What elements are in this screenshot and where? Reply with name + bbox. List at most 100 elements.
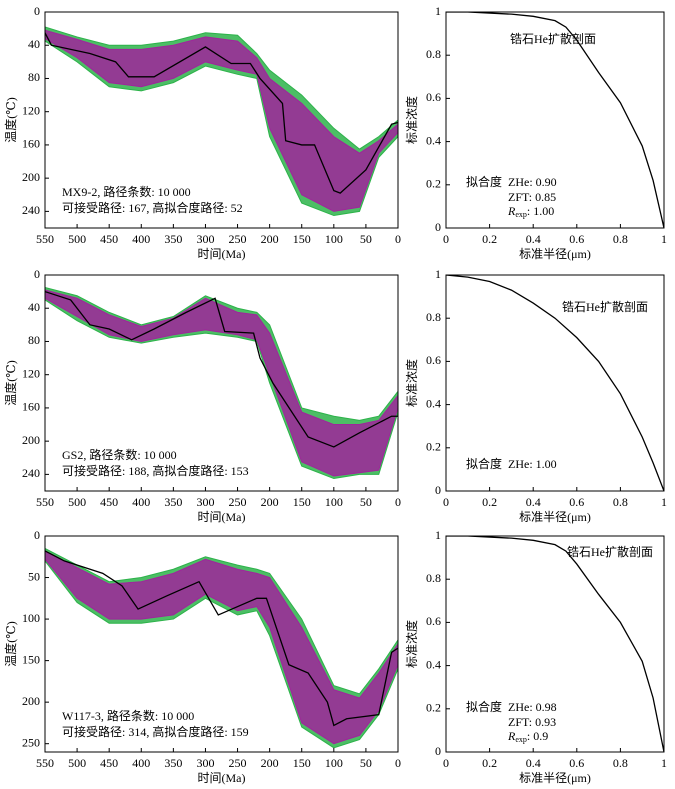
annotation: MX9-2, 路径条数: 10 000 [62,184,191,199]
x-tick-label: 100 [325,232,343,246]
plot-area [45,26,398,217]
fit-rexp: Rexp: 1.00 [507,204,554,219]
x-tick-label: 0 [443,495,449,509]
best-fit-line [446,12,664,228]
x-tick-label: 300 [196,232,214,246]
annotation: 可接受路径: 167, 高拟合度路径: 52 [62,200,243,215]
fit-value: ZFT: 0.93 [508,715,556,729]
x-axis-label: 时间(Ma) [198,510,246,524]
y-tick-label: 0.6 [426,614,441,628]
plot-area [446,12,664,228]
y-tick-label: 0.4 [426,133,441,147]
y-tick-label: 0.2 [426,701,441,715]
x-tick-label: 0.6 [569,232,584,246]
x-tick-label: 0 [395,756,401,770]
x-tick-label: 400 [132,756,150,770]
rexp-value: : 1.00 [527,204,554,218]
x-tick-label: 0.8 [613,756,628,770]
y-tick-label: 1 [435,4,441,18]
x-tick-label: 450 [100,756,118,770]
y-tick-label: 0 [34,4,40,18]
x-tick-label: 350 [164,756,182,770]
y-tick-label: 120 [22,366,40,380]
plot-frame [445,11,665,229]
plot-frame [44,11,399,229]
x-axis-label: 时间(Ma) [198,771,246,785]
path-envelope [45,550,398,745]
x-tick-label: 0.4 [526,495,541,509]
y-tick-label: 1 [435,528,441,542]
fit-value: ZHe: 0.98 [508,700,557,714]
x-tick-label: 1 [661,495,667,509]
x-tick-label: 200 [261,232,279,246]
x-tick-label: 0.6 [569,756,584,770]
plot-frame [445,274,665,492]
diffusion-profile-chart: 0 0.2 0.4 0.6 0.8 1 0 0.2 0.4 0.6 0.8 1 标准半径(μm) 标准浓度… [404,267,667,524]
path-envelope [45,289,398,477]
x-tick-label: 250 [229,232,247,246]
x-axis-label: 标准半径(μm) [519,510,591,524]
y-tick-label: 0.6 [426,353,441,367]
rexp-symbol: R [507,729,516,743]
x-axis-label: 标准半径(μm) [519,247,591,261]
plot-frame [445,535,665,753]
y-tick-label: 0.8 [426,47,441,61]
x-tick-label: 250 [229,756,247,770]
x-tick-label: 300 [196,495,214,509]
y-tick-label: 40 [28,300,40,314]
fit-value: ZHe: 1.00 [508,457,557,471]
x-tick-label: 0 [395,232,401,246]
x-tick-label: 0.2 [482,756,497,770]
x-tick-label: 0.8 [613,232,628,246]
y-tick-label: 0.6 [426,90,441,104]
y-axis-label: 温度(℃) [3,97,18,142]
y-tick-label: 0.8 [426,571,441,585]
x-tick-label: 200 [261,756,279,770]
y-tick-label: 0 [435,483,441,497]
y-tick-label: 1 [435,267,441,281]
x-tick-label: 150 [293,495,311,509]
y-tick-label: 0.4 [426,396,441,410]
x-tick-label: 450 [100,495,118,509]
diffusion-profile-chart: 0 0.2 0.4 0.6 0.8 1 0 0.2 0.4 0.6 0.8 1 标准半径(μm) 标准浓度… [404,4,667,261]
x-tick-label: 350 [164,232,182,246]
best-fit-line [45,550,398,727]
fit-value: ZFT: 0.85 [508,190,556,204]
plot-area [446,536,664,752]
path-envelope [45,29,398,212]
y-tick-label: 0.4 [426,657,441,671]
rexp-symbol: R [507,204,516,218]
y-tick-label: 240 [22,466,40,480]
x-tick-label: 150 [293,756,311,770]
y-tick-label: 0 [435,220,441,234]
best-fit-line [45,290,398,448]
x-tick-label: 0.4 [526,232,541,246]
fit-rexp: Rexp: 0.9 [507,729,548,744]
annotation: W117-3, 路径条数: 10 000 [62,708,194,723]
x-axis-label: 时间(Ma) [198,247,246,261]
x-tick-label: 100 [325,756,343,770]
diffusion-profile-chart: 0 0.2 0.4 0.6 0.8 1 0 0.2 0.4 0.6 0.8 1 标准半径(μm) 标准浓度… [404,528,667,785]
x-tick-label: 0.2 [482,495,497,509]
x-tick-label: 350 [164,495,182,509]
plot-frame [44,274,399,492]
y-tick-label: 240 [22,203,40,217]
x-tick-label: 50 [360,756,372,770]
y-axis-label: 温度(℃) [3,621,18,666]
y-tick-label: 80 [28,333,40,347]
x-tick-label: 500 [68,232,86,246]
y-axis-label: 温度(℃) [3,360,18,405]
x-tick-label: 400 [132,495,150,509]
x-tick-label: 0 [443,756,449,770]
x-tick-label: 0.4 [526,756,541,770]
x-tick-label: 200 [261,495,279,509]
y-tick-label: 250 [22,735,40,749]
x-tick-label: 550 [36,756,54,770]
annotation: GS2, 路径条数: 10 000 [62,447,177,462]
annotation: 可接受路径: 188, 高拟合度路径: 153 [62,463,249,478]
x-tick-label: 450 [100,232,118,246]
y-tick-label: 0.2 [426,177,441,191]
x-axis-label: 标准半径(μm) [519,771,591,785]
y-tick-label: 200 [22,170,40,184]
x-tick-label: 550 [36,232,54,246]
